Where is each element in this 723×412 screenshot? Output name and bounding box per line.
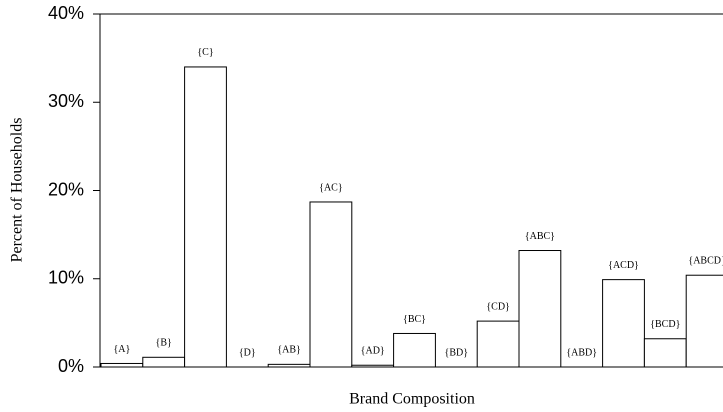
- bar-label: {BD}: [445, 347, 469, 358]
- bar: [142, 356, 186, 368]
- bar: [184, 66, 227, 368]
- y-tick-label: 20%: [48, 179, 84, 199]
- bar: [393, 332, 436, 368]
- bar: [309, 201, 353, 368]
- bar-label: {ACD}: [608, 260, 639, 271]
- bar: [685, 274, 723, 368]
- bar-label: {BCD}: [650, 319, 680, 330]
- bar: [267, 363, 311, 368]
- bar: [100, 362, 144, 368]
- bar-label: {AC}: [319, 182, 343, 193]
- bar-label: {BC}: [403, 314, 426, 325]
- bar-label: {ABD}: [566, 347, 597, 358]
- y-axis-title: Percent of Households: [9, 118, 26, 263]
- bar: [602, 279, 645, 368]
- bar-label: {A}: [113, 344, 130, 355]
- bar: [476, 320, 520, 368]
- x-axis-title: Brand Composition: [349, 391, 475, 408]
- bar-label: {CD}: [486, 301, 510, 312]
- bar-label: {C}: [197, 47, 213, 58]
- y-tick-label: 30%: [48, 91, 84, 111]
- y-tick-label: 40%: [48, 3, 84, 23]
- bar: [643, 338, 687, 368]
- bar-label: {B}: [156, 338, 172, 349]
- bar-label: {ABCD}: [688, 256, 723, 267]
- bar-label: {D}: [239, 347, 256, 358]
- bar: [518, 250, 562, 368]
- bar-label: {AD}: [361, 346, 385, 357]
- y-tick-label: 0%: [58, 356, 84, 376]
- bar-label: {ABC}: [525, 231, 555, 242]
- y-tick-label: 10%: [48, 268, 84, 288]
- bar-label: {AB}: [277, 345, 301, 356]
- bar: [351, 364, 395, 368]
